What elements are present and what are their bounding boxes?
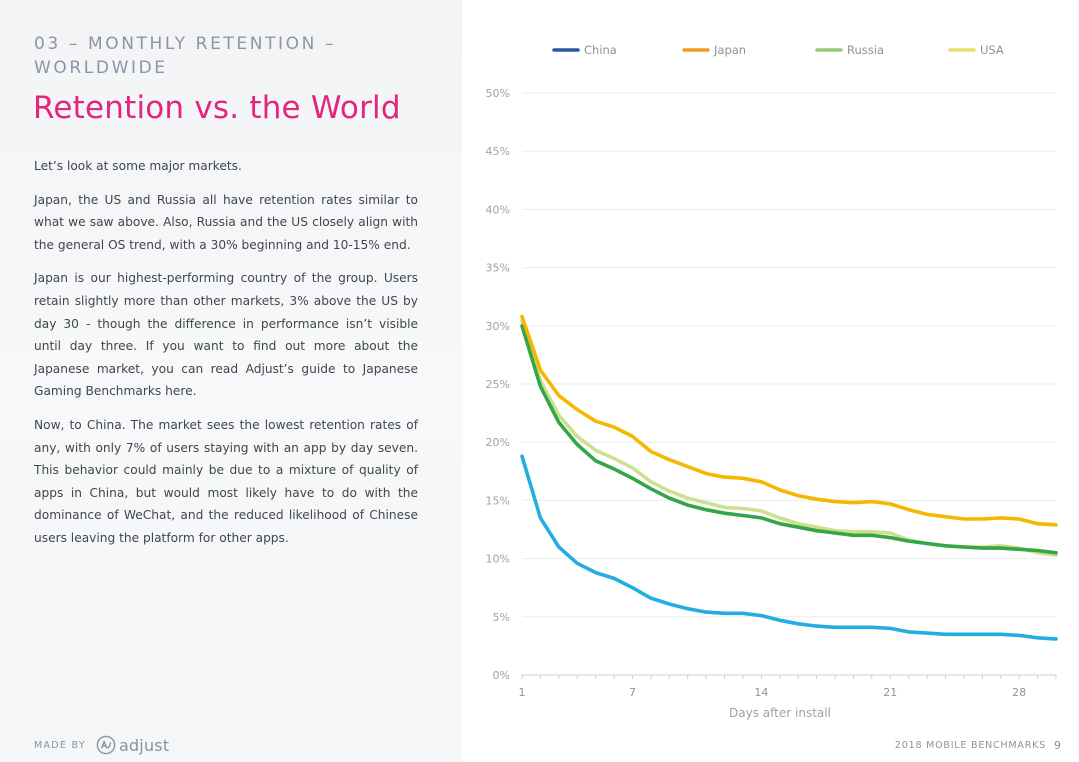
legend-label: Japan: [713, 43, 746, 57]
y-tick-label: 30%: [486, 320, 510, 333]
x-tick-label: 7: [629, 686, 636, 699]
footer-credit: MADE BY adjust: [34, 735, 169, 755]
y-tick-label: 20%: [486, 436, 510, 449]
legend-label: China: [584, 43, 617, 57]
y-tick-label: 45%: [486, 145, 510, 158]
page-number: 9: [1054, 739, 1061, 752]
legend-label: USA: [980, 43, 1004, 57]
x-tick-label: 28: [1012, 686, 1026, 699]
y-tick-label: 50%: [486, 87, 510, 100]
x-axis: 1 7 14 21 28: [519, 675, 1057, 699]
x-tick-label: 21: [883, 686, 897, 699]
footer-report: 2018 MOBILE BENCHMARKS 9: [895, 739, 1061, 752]
series-line-japan: [520, 314, 1058, 527]
chart-legend: China Japan Russia USA: [552, 43, 1004, 57]
chart-gridlines: [522, 92, 1056, 676]
logo-text: adjust: [118, 735, 170, 755]
paragraph: Japan, the US and Russia all have retent…: [34, 192, 418, 252]
y-tick-label: 10%: [486, 553, 510, 566]
page-title: Retention vs. the World: [33, 90, 401, 126]
made-by-label: MADE BY: [34, 739, 86, 751]
series-line-china: [520, 454, 1058, 641]
legend-label: Russia: [847, 43, 884, 57]
paragraph: Let’s look at some major markets.: [34, 159, 242, 173]
paragraph: Now, to China. The market sees the lowes…: [34, 417, 418, 545]
y-tick-label: 15%: [486, 494, 510, 507]
y-tick-label: 25%: [486, 378, 510, 391]
body-text: Let’s look at some major markets. Japan,…: [34, 155, 418, 561]
x-axis-label: Days after install: [729, 706, 831, 720]
series-line-russia: [520, 323, 1058, 555]
paragraph: Japan is our highest-performing country …: [34, 271, 418, 399]
y-tick-label: 35%: [486, 262, 510, 275]
section-label: 03 – MONTHLY RETENTION – WORLDWIDE: [34, 34, 337, 78]
adjust-logo: adjust: [96, 735, 169, 755]
y-tick-label: 5%: [493, 611, 510, 624]
report-name: 2018 MOBILE BENCHMARKS: [894, 740, 1046, 751]
y-tick-label: 40%: [486, 203, 510, 216]
left-panel: 03 – MONTHLY RETENTION – WORLDWIDE Reten…: [0, 0, 462, 762]
y-tick-label: 0%: [493, 669, 510, 682]
x-tick-label: 14: [754, 686, 768, 699]
adjust-logo-icon: [96, 735, 116, 755]
x-tick-label: 1: [519, 686, 526, 699]
chart-series: [520, 314, 1058, 641]
y-axis: 0% 5% 10% 15% 20% 25% 30% 35% 40% 45% 50%: [486, 87, 510, 682]
retention-chart: China Japan Russia USA 0% 5% 10% 15% 20% 25% 30% 3…: [486, 43, 1058, 720]
